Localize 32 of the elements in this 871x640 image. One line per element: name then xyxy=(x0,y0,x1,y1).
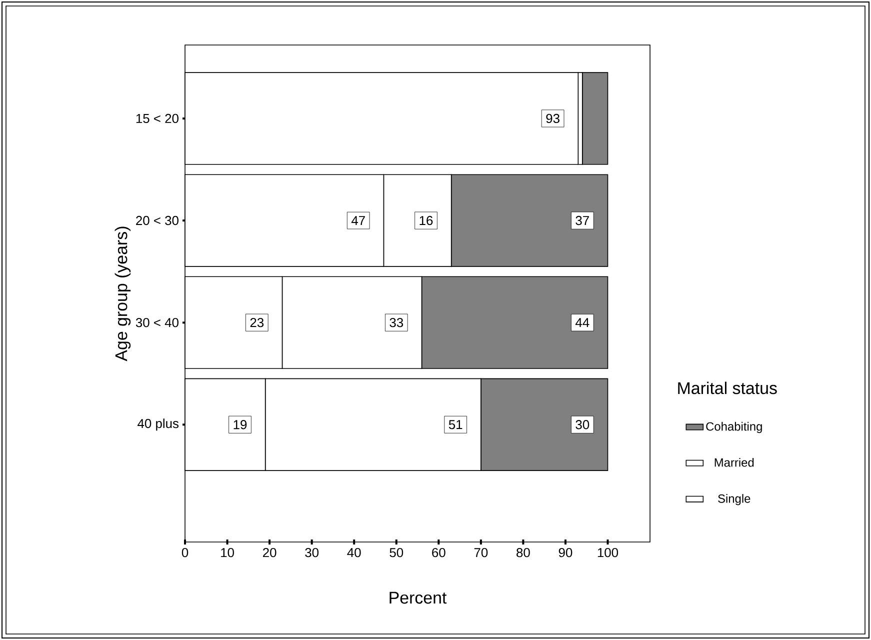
data-label: 19 xyxy=(234,420,247,430)
x-tick-label: 40 xyxy=(347,548,361,558)
data-label: 37 xyxy=(576,216,589,226)
x-tick-label: 50 xyxy=(390,548,404,558)
x-tick-label: 30 xyxy=(305,548,319,558)
bar xyxy=(582,72,608,165)
x-tick-label: 100 xyxy=(598,548,618,558)
y-tick-label: 40 plus xyxy=(138,418,179,431)
y-axis-title: Age group (years) xyxy=(114,226,131,362)
legend-label: Single xyxy=(718,494,750,506)
data-label: 33 xyxy=(390,318,404,328)
legend-label: Cohabiting xyxy=(706,422,762,434)
data-label: 93 xyxy=(546,114,560,124)
x-axis-title: Percent xyxy=(390,592,447,604)
x-tick-label: 10 xyxy=(221,548,234,558)
data-label: 51 xyxy=(448,420,462,430)
y-tick-label: 30 < 40 xyxy=(136,318,178,328)
data-label: 16 xyxy=(420,216,433,226)
legend-title: Marital status xyxy=(678,382,777,394)
y-tick-label: 20 < 30 xyxy=(136,216,178,226)
data-label: 47 xyxy=(351,216,365,225)
y-tick-label: 15 < 20 xyxy=(136,114,178,124)
x-tick-label: 60 xyxy=(432,548,446,558)
legend-label: Married xyxy=(714,458,754,467)
x-tick-label: 80 xyxy=(516,548,530,558)
x-tick-label: 90 xyxy=(558,548,572,558)
data-label: 23 xyxy=(250,318,264,328)
x-tick-label: 0 xyxy=(182,548,188,558)
x-tick-label: 70 xyxy=(474,548,488,558)
data-label: 30 xyxy=(576,420,590,430)
data-label: 44 xyxy=(575,318,590,328)
x-tick-label: 20 xyxy=(263,548,276,558)
